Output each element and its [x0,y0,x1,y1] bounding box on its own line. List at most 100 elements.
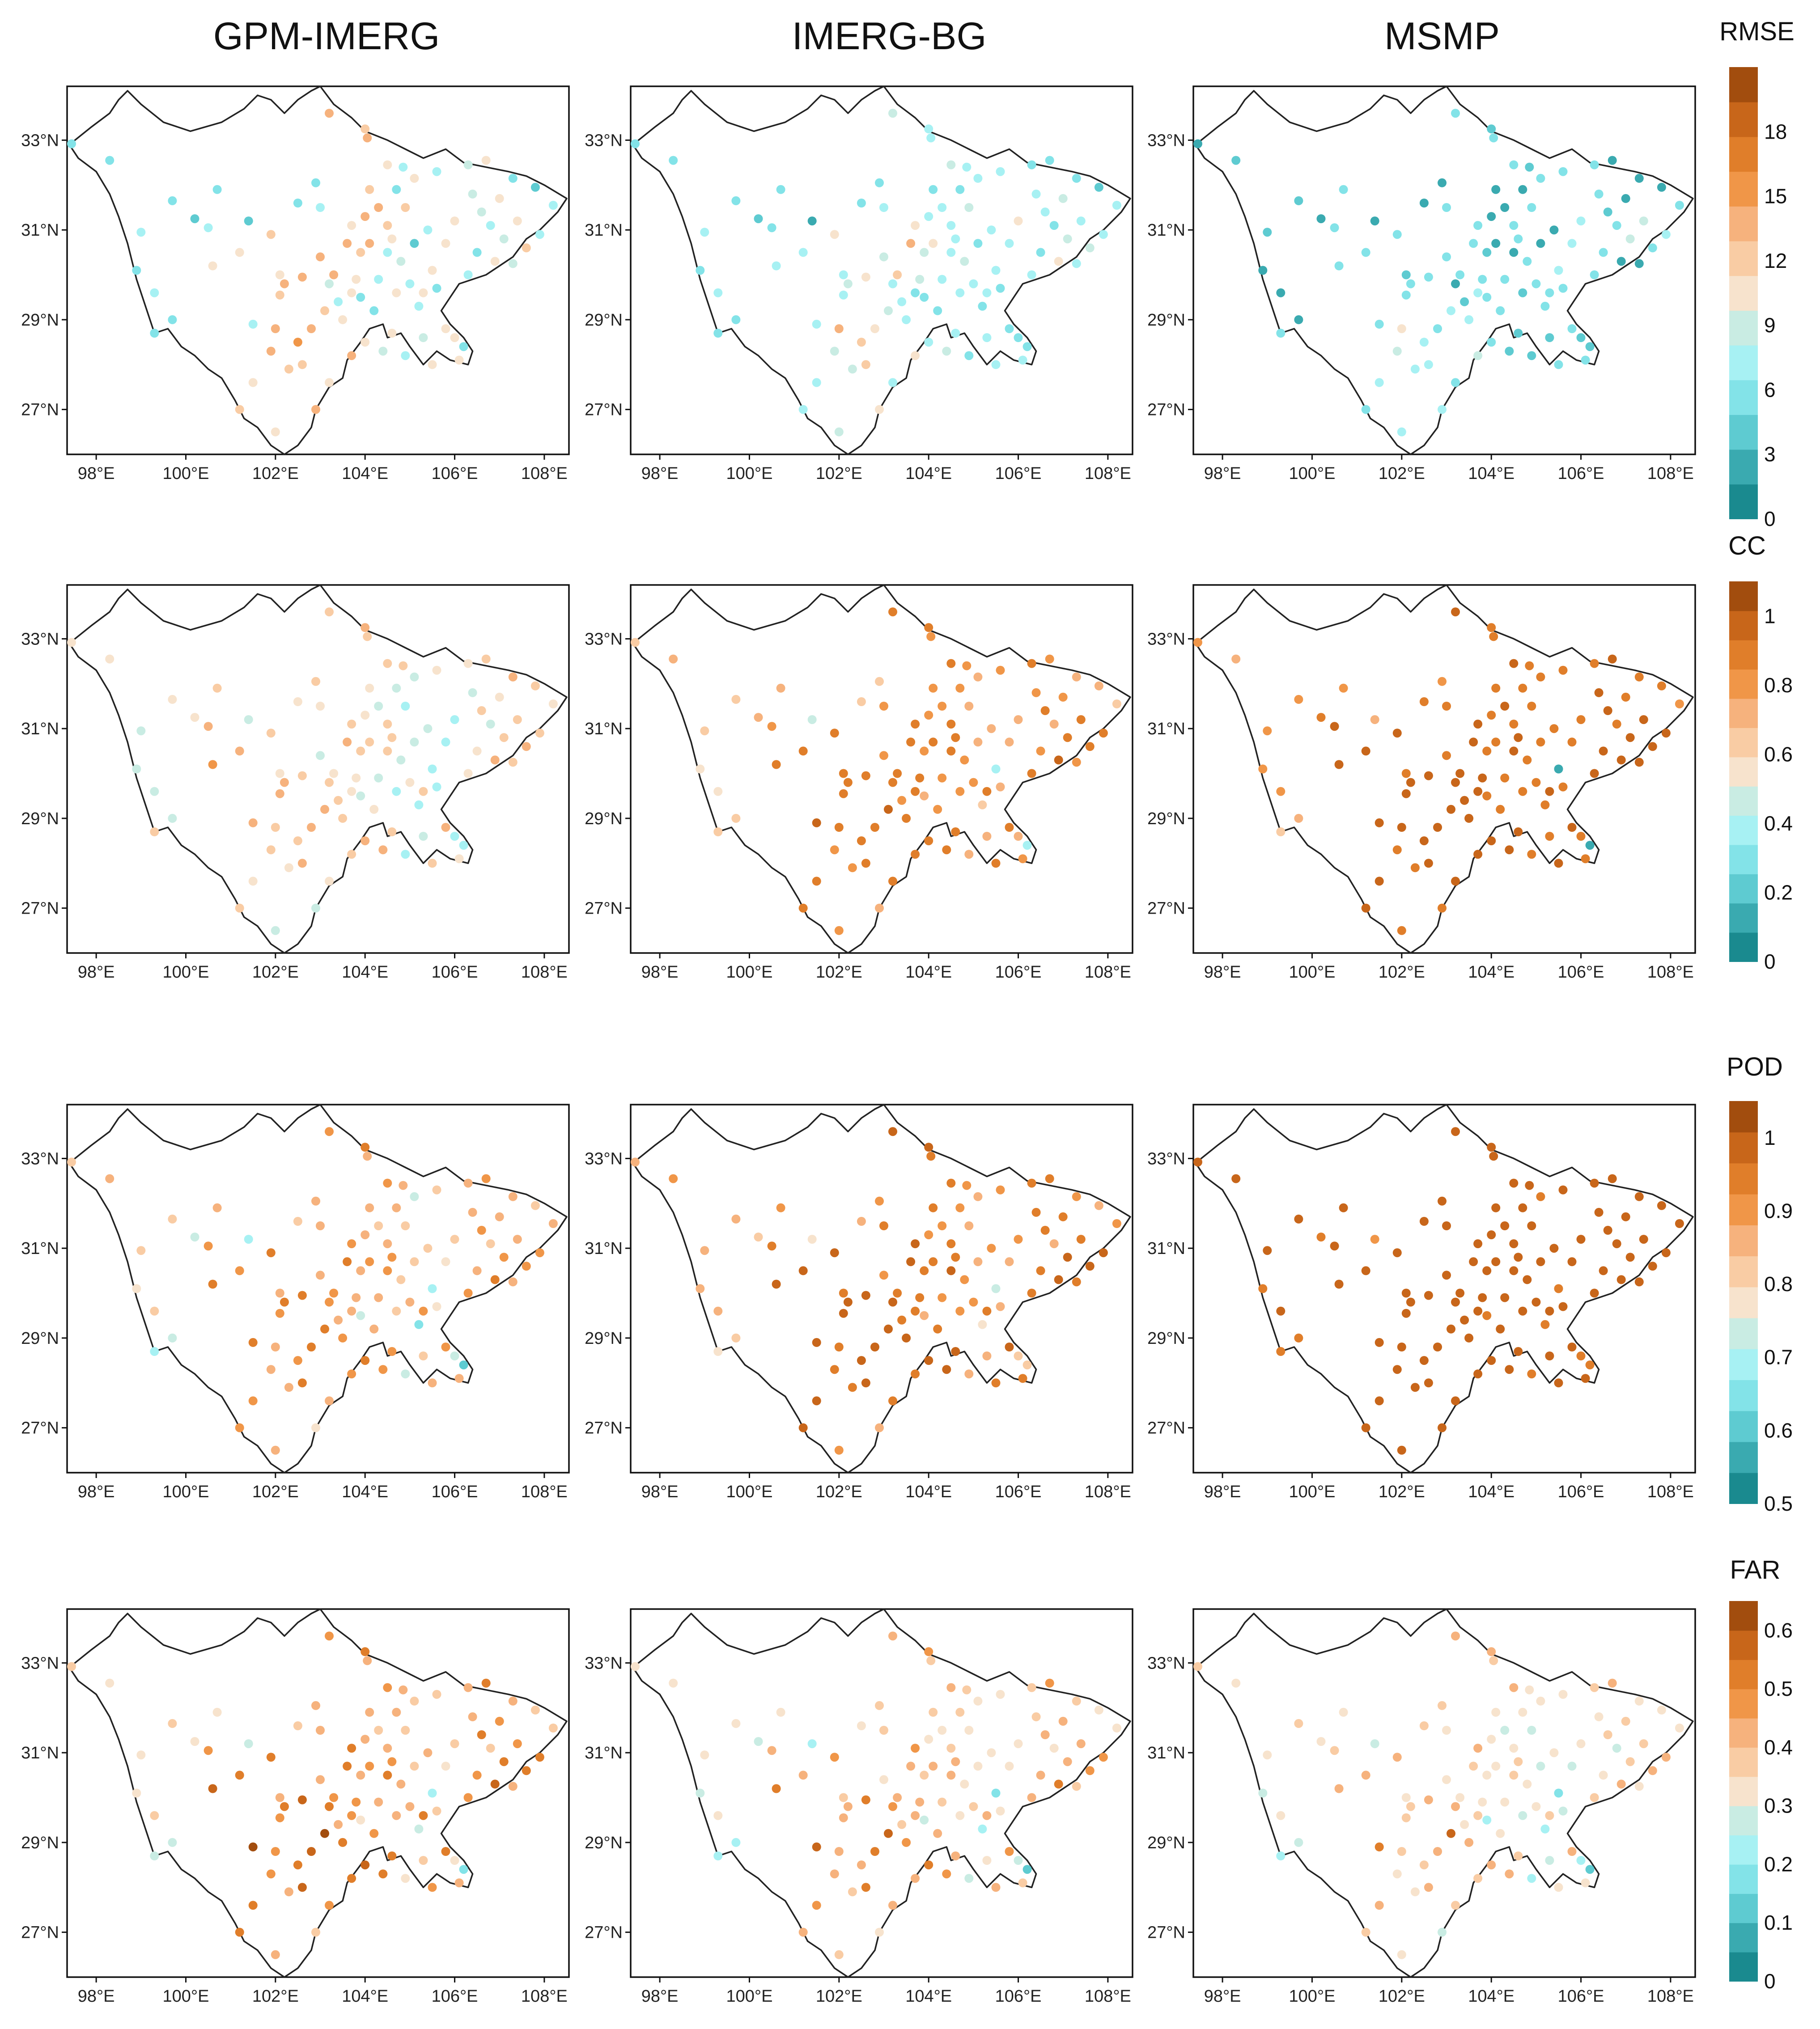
station-dot [1594,1712,1604,1721]
station-dot [1455,1793,1465,1802]
station-dot [767,722,776,731]
station-dot [356,1311,365,1320]
station-dot [812,1396,821,1406]
station-dot [1406,778,1415,787]
station-dot [1590,160,1599,169]
station-dot [1112,1724,1121,1732]
station-dot [293,836,302,846]
station-dot [1018,1878,1027,1888]
station-dot [731,1719,741,1728]
station-dot [1648,243,1657,253]
station-dot [834,324,844,333]
station-dot [1330,722,1339,731]
colorbar-segment [1729,1630,1758,1660]
station-dot [365,239,374,248]
station-dot [1027,1683,1036,1692]
station-dot [132,1284,141,1293]
station-dot [266,1869,276,1879]
station-dot [1473,787,1483,796]
station-dot [271,1445,280,1455]
station-dot [1625,1757,1635,1766]
station-dot [297,1291,307,1300]
station-dot [361,836,370,846]
station-dot [1424,1291,1433,1300]
station-dot [915,773,925,783]
colorbar-segment [1729,1747,1758,1777]
station-dot [481,654,491,664]
station-dot [879,203,888,212]
station-dot [1585,342,1595,352]
station-dot [996,665,1005,675]
station-dot [812,319,821,329]
station-dot [1099,1753,1108,1762]
station-dot [798,405,808,414]
station-dot [548,1219,558,1228]
station-dot [879,252,888,262]
station-dot [1438,677,1447,686]
station-dot [297,1883,307,1892]
station-dot [347,1874,356,1883]
station-dot [767,1746,776,1755]
colorbar-segment [1729,1472,1758,1504]
station-dot [1500,275,1510,284]
station-dot [767,1241,776,1251]
station-dot [926,133,936,143]
station-dot [1558,1806,1568,1816]
station-dot [1634,672,1644,682]
station-dot [1334,1784,1344,1793]
station-dot [361,623,370,632]
station-dot [1401,1288,1411,1298]
station-dot [396,755,406,765]
station-dot [168,1719,177,1728]
station-dot [387,1347,397,1356]
province-boundary [632,584,1131,954]
station-dot [1361,903,1370,913]
y-tick-label: 33°N [585,1149,623,1168]
station-dot [1509,1744,1519,1753]
station-dot [1482,248,1492,257]
station-dot [432,1185,441,1195]
station-dot [1063,234,1072,244]
y-tick-label: 33°N [21,1654,59,1673]
station-dot [293,1217,302,1226]
colorbar-tick-label: 0.5 [1764,1492,1793,1515]
station-dot [428,764,437,774]
station-dot [1599,1266,1608,1275]
station-dot [352,1293,361,1302]
colorbar-segment [1729,1441,1758,1473]
station-dot [924,1143,933,1152]
station-dot [297,1378,307,1388]
station-dot [1375,1842,1384,1851]
station-dot [1451,1802,1460,1811]
x-tick-label: 100°E [1289,464,1335,483]
x-tick-label: 104°E [342,1483,388,1501]
station-dot [1005,1762,1014,1771]
station-dot [1442,203,1451,212]
y-tick-label: 29°N [21,809,59,828]
station-dot [235,1423,244,1432]
station-dot [105,156,115,165]
station-dot [1464,315,1474,324]
station-dot [361,1647,370,1656]
station-dot [320,805,329,814]
x-tick-label: 102°E [252,1987,299,2006]
station-dot [897,297,907,306]
colorbar-segment [1729,1348,1758,1380]
station-dot [1076,1235,1086,1244]
station-dot [1576,1235,1586,1244]
y-tick-label: 29°N [1147,809,1185,828]
station-dot [235,1771,244,1780]
station-dot [1634,1782,1644,1791]
province-boundary [1195,1104,1694,1474]
station-dot [1527,1221,1536,1230]
station-dot [962,1181,972,1190]
x-tick-label: 106°E [432,464,478,483]
station-dot [1072,174,1081,183]
station-dot [960,1779,969,1789]
x-tick-label: 100°E [726,464,772,483]
station-dot [472,1771,482,1780]
station-dot [275,270,284,280]
station-dot [1072,1277,1081,1287]
station-dot [924,212,933,221]
station-dot [920,791,929,801]
